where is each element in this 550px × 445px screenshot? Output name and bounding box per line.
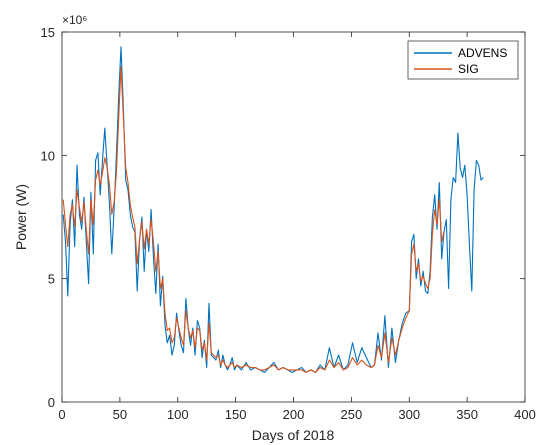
legend-label-sig: SIG [458, 62, 479, 76]
y-tick-label: 0 [48, 395, 55, 410]
series-line-sig [62, 65, 445, 373]
y-multiplier-label: ×10⁶ [62, 13, 87, 27]
y-tick-label: 5 [48, 272, 55, 287]
x-tick-label: 200 [283, 407, 305, 422]
y-axis-label: Power (W) [13, 184, 29, 250]
plot-area [61, 31, 526, 403]
legend-box [407, 40, 519, 80]
y-axis-ticks: 0 5 10 15 [41, 25, 525, 410]
x-tick-label: 250 [341, 407, 363, 422]
x-tick-label: 400 [514, 407, 536, 422]
legend-label-advens: ADVENS [458, 46, 507, 60]
plot-background [62, 32, 525, 402]
x-axis-label: Days of 2018 [252, 427, 335, 443]
x-tick-label: 150 [225, 407, 247, 422]
x-tick-label: 100 [167, 407, 189, 422]
y-tick-label: 15 [41, 25, 55, 40]
x-axis-ticks: 0 50 100 150 200 250 300 350 400 [58, 32, 536, 422]
x-tick-label: 50 [113, 407, 127, 422]
x-tick-label: 350 [456, 407, 478, 422]
series-layer [62, 46, 484, 373]
x-tick-label: 300 [398, 407, 420, 422]
x-tick-label: 0 [58, 407, 65, 422]
y-tick-label: 10 [41, 148, 55, 163]
legend: ADVENS SIG [407, 40, 519, 80]
